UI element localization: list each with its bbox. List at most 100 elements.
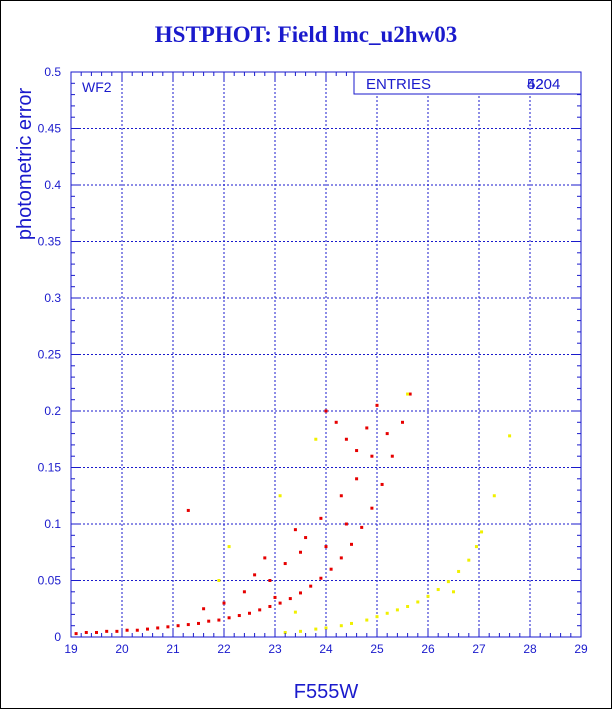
red-data-point: [273, 595, 277, 599]
red-data-point: [202, 607, 206, 611]
red-data-point: [401, 420, 404, 424]
yellow-data-point: [416, 600, 420, 604]
stats-box: [353, 71, 582, 95]
red-data-point: [253, 573, 257, 577]
yellow-data-point: [395, 608, 399, 612]
yellow-data-point: [339, 624, 343, 628]
y-tick-label: 0: [54, 630, 61, 644]
stats-entries-overprint: 42: [527, 76, 544, 93]
yellow-data-point: [293, 610, 297, 614]
yellow-data-point: [480, 530, 484, 534]
yellow-data-point: [283, 630, 287, 634]
red-data-point: [370, 506, 374, 510]
red-data-point: [248, 611, 251, 615]
red-data-point: [324, 545, 328, 549]
red-data-point: [390, 454, 394, 458]
stats-entries-value: 5204: [527, 76, 560, 93]
red-data-point: [268, 604, 272, 608]
red-data-point: [319, 576, 323, 580]
yellow-data-point: [457, 569, 461, 573]
yellow-data-point: [227, 545, 231, 549]
y-tick-label: 0.2: [44, 404, 61, 418]
red-data-point: [263, 556, 267, 560]
yellow-data-point: [324, 626, 328, 630]
red-data-point: [268, 579, 272, 582]
red-data-point: [344, 437, 348, 441]
red-data-point: [288, 597, 292, 601]
y-tick-label: 0.35: [38, 235, 62, 249]
red-data-point: [355, 449, 359, 453]
red-data-point: [324, 409, 328, 413]
red-data-point: [125, 628, 129, 632]
yellow-data-point: [406, 604, 410, 608]
tick-labels: 19 20 21 22 23 24 25 26 27 28 29 0 0.05 0.1 0.15 0.2 0.2…: [38, 65, 588, 656]
stats-entries-label: ENTRIES: [366, 76, 431, 93]
y-tick-label: 0.4: [44, 178, 61, 192]
red-data-point: [146, 627, 149, 631]
y-tick-label: 0.3: [44, 291, 61, 305]
yellow-data-point: [467, 558, 471, 562]
red-data-point: [105, 629, 109, 633]
yellow-data-point: [452, 590, 455, 594]
grid: [70, 71, 582, 638]
yellow-data-point: [446, 580, 450, 584]
y-axis-label: photometric error: [14, 88, 36, 241]
red-data-point: [360, 525, 364, 529]
x-tick-label: 27: [472, 642, 486, 656]
red-data-point: [278, 601, 282, 605]
yellow-data-point: [365, 618, 369, 622]
red-data-point: [156, 626, 160, 630]
x-tick-label: 20: [115, 642, 129, 656]
red-data-point: [339, 494, 343, 498]
red-data-point: [186, 623, 190, 627]
red-data-point: [380, 482, 384, 486]
red-data-point: [197, 621, 200, 625]
red-data-point: [344, 522, 348, 526]
red-data-point: [135, 628, 139, 632]
yellow-data-point: [436, 588, 440, 592]
chart-title: HSTPHOT: Field lmc_u2hw03: [154, 22, 458, 47]
red-data-point: [207, 619, 211, 623]
red-data-point: [334, 420, 338, 424]
x-tick-label: 22: [217, 642, 231, 656]
red-data-point: [74, 632, 78, 636]
red-data-point: [222, 601, 226, 605]
red-data-point: [365, 426, 369, 430]
red-data-point: [319, 516, 323, 520]
yellow-data-point: [474, 545, 478, 549]
x-axis-label: F555W: [294, 681, 359, 703]
red-data-point: [293, 528, 297, 532]
yellow-data-point: [375, 615, 379, 619]
red-data-point: [355, 477, 359, 481]
x-tick-label: 26: [421, 642, 435, 656]
red-data-point: [408, 392, 412, 396]
red-data-point: [375, 403, 379, 407]
x-tick-label: 24: [319, 642, 333, 656]
x-tick-label: 21: [166, 642, 180, 656]
x-tick-label: 29: [574, 642, 588, 656]
yellow-data-point: [426, 594, 430, 598]
red-data-point: [84, 630, 88, 634]
yellow-data-point: [406, 392, 410, 396]
red-data-point: [370, 454, 374, 458]
y-tick-label: 0.5: [44, 65, 61, 79]
y-tick-label: 0.05: [38, 574, 62, 588]
yellow-data-point: [314, 627, 318, 631]
red-data-point: [242, 590, 246, 594]
x-tick-label: 19: [64, 642, 78, 656]
red-data-point: [385, 432, 389, 436]
red-data-point: [339, 556, 343, 560]
yellow-data-point: [385, 611, 389, 615]
yellow-data-point: [492, 494, 496, 498]
red-data-point: [176, 624, 180, 628]
red-data-point: [299, 550, 302, 554]
yellow-data-point: [508, 434, 512, 438]
red-data-point: [95, 630, 98, 634]
yellow-data-point: [217, 579, 221, 582]
y-tick-label: 0.15: [38, 461, 62, 475]
yellow-data-point: [278, 494, 282, 498]
red-data-point: [237, 614, 241, 618]
red-data-point: [186, 508, 190, 512]
